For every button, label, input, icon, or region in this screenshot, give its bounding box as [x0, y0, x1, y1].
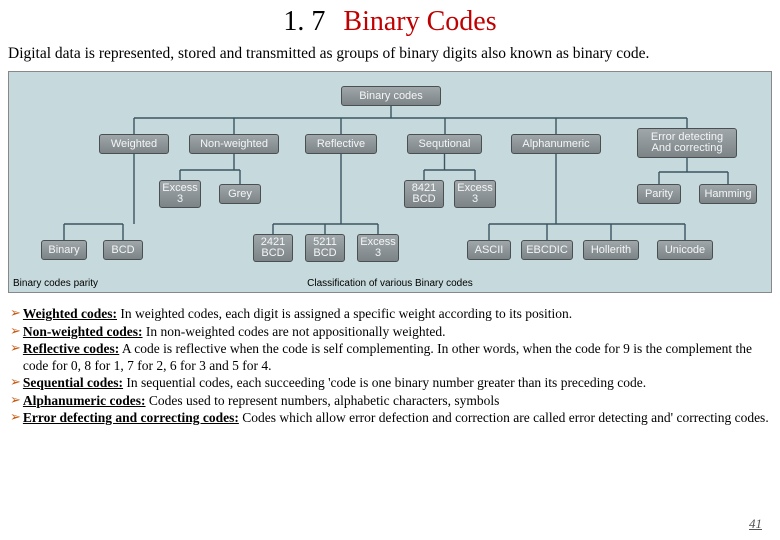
bullet-text: Non-weighted codes: In non-weighted code… [23, 323, 770, 340]
bullet-marker-icon: ➢ [10, 409, 21, 426]
node-b8421: 8421 BCD [404, 180, 444, 208]
node-alphanum: Alphanumeric [511, 134, 601, 154]
node-refl: Reflective [305, 134, 377, 154]
node-edc: Error detecting And correcting [637, 128, 737, 158]
bullet-body: In sequential codes, each succeeding 'co… [123, 375, 646, 390]
page-title: 1. 7 Binary Codes [0, 0, 780, 40]
bullet-row: ➢Reflective codes: A code is reflective … [10, 340, 770, 375]
bullet-body: Codes used to represent numbers, alphabe… [146, 393, 500, 408]
node-binary: Binary [41, 240, 87, 260]
node-parity: Parity [637, 184, 681, 204]
bullet-body: Codes which allow error defection and co… [239, 410, 769, 425]
bullet-marker-icon: ➢ [10, 374, 21, 391]
node-hollerith: Hollerith [583, 240, 639, 260]
bullet-title: Sequential codes: [23, 375, 123, 390]
classification-diagram: Binary codes Weighted Non-weighted Reflecti… [8, 71, 772, 293]
page-number: 41 [749, 516, 762, 532]
node-nonw: Non-weighted [189, 134, 279, 154]
node-bcd: BCD [103, 240, 143, 260]
bullet-title: Reflective codes: [23, 341, 119, 356]
title-text: Binary Codes [343, 6, 496, 37]
node-b2421: 2421 BCD [253, 234, 293, 262]
bullet-row: ➢Weighted codes: In weighted codes, each… [10, 305, 770, 322]
bullet-title: Weighted codes: [23, 306, 117, 321]
bullet-text: Error defecting and correcting codes: Co… [23, 409, 770, 426]
node-hamming: Hamming [699, 184, 757, 204]
bullet-row: ➢Non-weighted codes: In non-weighted cod… [10, 323, 770, 340]
node-ex3a: Excess 3 [159, 180, 201, 208]
bullet-text: Weighted codes: In weighted codes, each … [23, 305, 770, 322]
bullet-marker-icon: ➢ [10, 340, 21, 375]
bullet-title: Non-weighted codes: [23, 324, 143, 339]
bullet-marker-icon: ➢ [10, 323, 21, 340]
node-ebcdic: EBCDIC [521, 240, 573, 260]
bullet-row: ➢Sequential codes: In sequential codes, … [10, 374, 770, 391]
node-grey: Grey [219, 184, 261, 204]
bullet-marker-icon: ➢ [10, 392, 21, 409]
bullet-text: Alphanumeric codes: Codes used to repres… [23, 392, 770, 409]
bullet-title: Error defecting and correcting codes: [23, 410, 239, 425]
diagram-caption-left: Binary codes parity [13, 278, 98, 289]
bullet-body: In weighted codes, each digit is assigne… [117, 306, 572, 321]
diagram-caption-center: Classification of various Binary codes [307, 278, 473, 289]
node-ex3b: Excess 3 [454, 180, 496, 208]
bullet-list: ➢Weighted codes: In weighted codes, each… [0, 293, 780, 426]
bullet-marker-icon: ➢ [10, 305, 21, 322]
node-weighted: Weighted [99, 134, 169, 154]
title-number: 1. 7 [283, 6, 325, 37]
node-unicode: Unicode [657, 240, 713, 260]
bullet-text: Sequential codes: In sequential codes, e… [23, 374, 770, 391]
bullet-body: In non-weighted codes are not apposition… [143, 324, 446, 339]
node-ex3c: Excess 3 [357, 234, 399, 262]
node-b5211: 5211 BCD [305, 234, 345, 262]
bullet-row: ➢Error defecting and correcting codes: C… [10, 409, 770, 426]
bullet-body: A code is reflective when the code is se… [23, 341, 752, 373]
bullet-row: ➢Alphanumeric codes: Codes used to repre… [10, 392, 770, 409]
node-ascii: ASCII [467, 240, 511, 260]
bullet-title: Alphanumeric codes: [23, 393, 146, 408]
intro-paragraph: Digital data is represented, stored and … [0, 40, 780, 67]
node-seq: Sequtional [407, 134, 482, 154]
node-root: Binary codes [341, 86, 441, 106]
bullet-text: Reflective codes: A code is reflective w… [23, 340, 770, 375]
